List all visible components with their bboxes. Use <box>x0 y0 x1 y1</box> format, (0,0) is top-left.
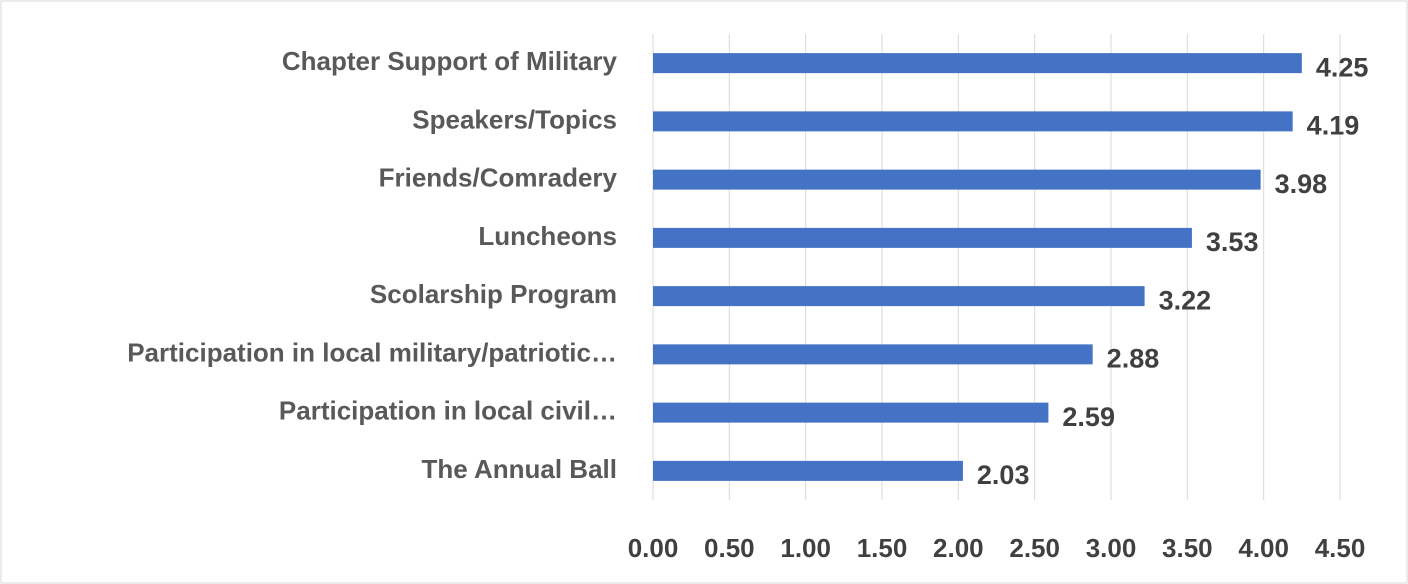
y-tick-label: Friends/Comradery <box>379 163 618 193</box>
y-tick-label: Luncheons <box>478 221 617 251</box>
value-label: 4.25 <box>1316 52 1369 82</box>
bar <box>653 460 963 481</box>
bar <box>653 169 1261 190</box>
value-label: 2.03 <box>977 460 1030 490</box>
y-tick-label: Speakers/Topics <box>412 104 617 134</box>
x-tick-label: 4.00 <box>1238 533 1289 563</box>
x-tick-label: 2.00 <box>933 533 984 563</box>
value-label: 3.22 <box>1159 285 1212 315</box>
value-label: 2.59 <box>1062 402 1115 432</box>
x-tick-label: 3.00 <box>1086 533 1137 563</box>
x-tick-label: 2.50 <box>1009 533 1060 563</box>
y-tick-label: Scolarship Program <box>370 279 617 309</box>
x-tick-label: 1.00 <box>780 533 831 563</box>
y-tick-label: Participation in local civil… <box>279 396 617 426</box>
x-tick-label: 0.00 <box>628 533 679 563</box>
x-tick-label: 0.50 <box>704 533 755 563</box>
value-label: 4.19 <box>1307 111 1360 141</box>
bar <box>653 53 1302 74</box>
bar <box>653 286 1145 307</box>
y-tick-label: Participation in local military/patrioti… <box>127 337 617 367</box>
x-tick-label: 3.50 <box>1162 533 1213 563</box>
value-label: 3.98 <box>1275 169 1328 199</box>
bar <box>653 111 1293 132</box>
bar <box>653 227 1192 248</box>
value-label: 3.53 <box>1206 227 1259 257</box>
y-tick-label: Chapter Support of Military <box>282 46 618 76</box>
x-tick-label: 4.50 <box>1315 533 1366 563</box>
value-label: 2.88 <box>1107 344 1160 374</box>
y-tick-label: The Annual Ball <box>422 454 618 484</box>
bar <box>653 402 1049 423</box>
x-tick-label: 1.50 <box>857 533 908 563</box>
bar <box>653 344 1093 365</box>
